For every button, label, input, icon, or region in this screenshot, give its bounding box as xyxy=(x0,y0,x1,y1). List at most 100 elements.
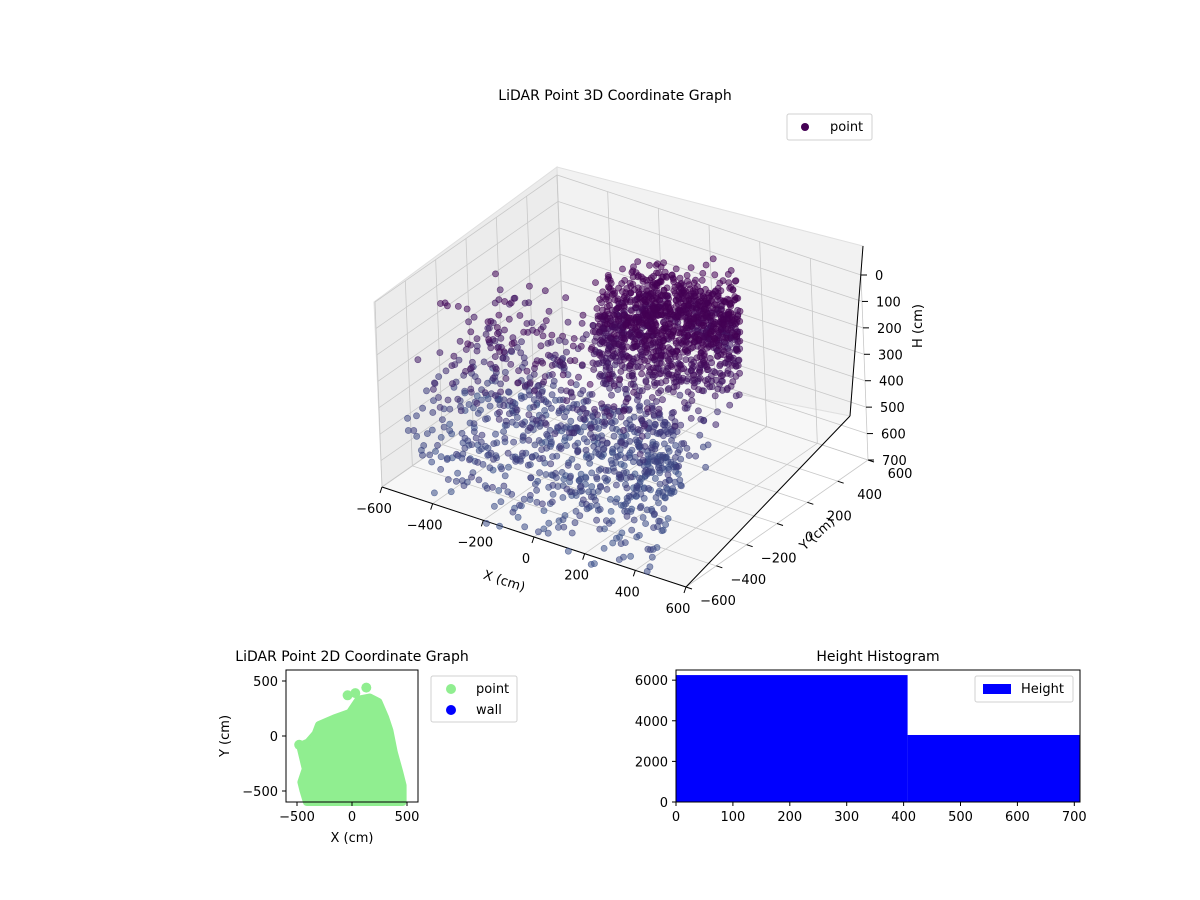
data-point-3d xyxy=(726,401,734,409)
data-point-3d xyxy=(535,381,543,389)
legend-2d-marker-wall xyxy=(446,705,456,715)
data-point-3d xyxy=(678,376,685,384)
data-point-3d xyxy=(557,386,565,394)
data-point-3d xyxy=(672,454,679,461)
data-point-3d xyxy=(687,264,695,271)
y-tick-3d xyxy=(716,565,723,569)
legend-2d: point wall xyxy=(430,675,518,723)
data-point-3d xyxy=(603,320,611,328)
data-point-3d xyxy=(724,369,731,377)
data-point-3d xyxy=(513,406,521,414)
data-point-3d xyxy=(567,379,575,386)
data-point-3d xyxy=(643,506,651,514)
grid-line-z xyxy=(375,200,863,329)
data-point-3d xyxy=(544,339,552,347)
data-point-3d xyxy=(549,490,557,498)
data-point-3d xyxy=(548,438,555,446)
data-point-3d xyxy=(655,517,663,525)
data-point-3d xyxy=(633,533,641,541)
data-point-3d xyxy=(657,277,664,285)
data-point-3d xyxy=(523,320,531,327)
data-point-3d xyxy=(625,492,633,500)
data-point-3d xyxy=(664,356,672,363)
data-point-3d xyxy=(727,267,735,274)
data-point-3d xyxy=(651,510,658,518)
histogram-bar xyxy=(907,734,1080,802)
chart-3d-title: LiDAR Point 3D Coordinate Graph xyxy=(498,88,731,104)
data-point-3d xyxy=(492,270,499,278)
data-point-3d xyxy=(543,430,550,438)
data-point-3d xyxy=(502,375,510,382)
data-point-3d xyxy=(680,440,688,447)
data-point-3d xyxy=(716,279,724,287)
data-point-3d xyxy=(657,428,665,436)
data-point-3d xyxy=(622,289,630,297)
data-point-3d xyxy=(436,403,444,411)
data-point-3d xyxy=(501,434,509,442)
data-point-3d xyxy=(614,304,621,312)
data-point-3d xyxy=(438,416,446,423)
data-point-3d xyxy=(486,402,494,410)
data-point-3d xyxy=(514,414,521,421)
data-point-3d xyxy=(601,418,609,426)
data-point-3d xyxy=(541,407,548,414)
data-point-3d xyxy=(671,289,679,297)
data-point-3d xyxy=(478,431,486,439)
data-point-3d xyxy=(507,347,515,355)
data-point-3d xyxy=(735,356,743,364)
data-point-3d xyxy=(504,388,512,396)
data-point-3d xyxy=(541,287,549,295)
data-point-3d xyxy=(494,330,501,337)
data-point-3d xyxy=(518,394,525,402)
data-point-3d xyxy=(491,392,499,399)
data-point-3d xyxy=(618,361,626,369)
data-point-3d xyxy=(493,324,501,331)
data-point-3d xyxy=(571,442,579,450)
data-point-3d xyxy=(627,473,634,481)
data-point-3d xyxy=(558,404,566,411)
data-point-3d xyxy=(631,324,639,332)
x-tick-3d xyxy=(632,570,636,577)
data-point-3d xyxy=(593,473,600,481)
data-point-3d xyxy=(728,361,736,369)
data-point-3d xyxy=(500,428,507,435)
data-point-3d xyxy=(507,360,515,368)
data-point-3d xyxy=(484,318,492,326)
data-point-3d xyxy=(650,348,657,356)
data-point-3d xyxy=(526,379,534,386)
data-point-3d xyxy=(630,263,637,271)
data-point-3d xyxy=(595,329,603,336)
data-point-3d xyxy=(648,394,656,401)
data-point-3d xyxy=(487,360,494,368)
x-tick-3d xyxy=(582,553,586,560)
grid-line-z xyxy=(377,253,865,382)
data-point-3d xyxy=(561,434,569,441)
data-point-3d xyxy=(461,434,469,442)
data-point-3d xyxy=(660,259,667,267)
data-point-3d xyxy=(627,360,635,368)
data-point-3d xyxy=(592,279,599,286)
data-point-3d xyxy=(627,380,635,388)
data-point-3d xyxy=(662,479,669,486)
data-point-3d xyxy=(557,422,565,430)
data-point-3d xyxy=(548,391,556,399)
data-point-3d xyxy=(628,446,636,454)
data-point-3d xyxy=(641,443,649,450)
data-point-3d xyxy=(677,421,685,429)
data-point-3d xyxy=(454,302,462,310)
y-tick-label-hist: 4000 xyxy=(635,715,668,730)
legend-hist-label: Height xyxy=(1021,682,1064,697)
data-point-3d xyxy=(615,340,623,348)
data-point-3d xyxy=(564,318,572,326)
data-point-3d xyxy=(711,392,719,400)
data-point-3d xyxy=(652,327,659,335)
data-point-3d xyxy=(718,372,725,380)
data-point-3d xyxy=(572,507,580,515)
data-point-3d xyxy=(702,261,710,269)
data-point-3d xyxy=(472,434,480,442)
data-point-3d xyxy=(482,330,490,338)
data-point-3d xyxy=(514,513,522,521)
data-point-3d xyxy=(633,313,640,321)
data-point-3d xyxy=(574,447,582,455)
data-point-3d xyxy=(548,331,556,339)
